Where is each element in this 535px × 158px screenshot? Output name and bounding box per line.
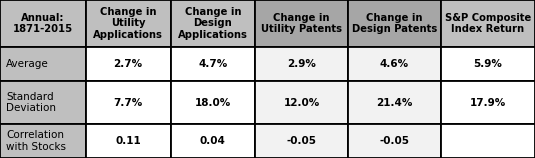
Text: 2.9%: 2.9% [287,59,316,69]
Bar [171,124,255,158]
Bar [86,0,171,47]
Bar [171,0,255,47]
Bar [255,47,348,81]
Bar [255,124,348,158]
Bar [86,47,171,81]
Bar [348,124,441,158]
Text: Change in
Utility
Applications: Change in Utility Applications [93,7,163,40]
Text: Average: Average [6,59,49,69]
Text: 18.0%: 18.0% [195,98,231,108]
Text: Change in
Design Patents: Change in Design Patents [351,12,437,34]
Text: Standard
Deviation: Standard Deviation [6,92,56,113]
Text: 4.7%: 4.7% [198,59,227,69]
Bar [441,81,535,124]
Text: -0.05: -0.05 [287,136,317,146]
Text: Annual:
1871-2015: Annual: 1871-2015 [13,12,73,34]
Text: -0.05: -0.05 [379,136,409,146]
Bar [171,47,255,81]
Bar [348,81,441,124]
Text: S&P Composite
Index Return: S&P Composite Index Return [445,12,531,34]
Text: 21.4%: 21.4% [376,98,412,108]
Bar [86,81,171,124]
Text: 7.7%: 7.7% [113,98,143,108]
Bar [171,81,255,124]
Text: Correlation
with Stocks: Correlation with Stocks [6,130,66,152]
Text: 5.9%: 5.9% [473,59,502,69]
Bar [255,0,348,47]
Text: Change in
Design
Applications: Change in Design Applications [178,7,248,40]
Bar [441,0,535,47]
Bar [441,124,535,158]
Bar [348,47,441,81]
Bar [441,47,535,81]
Bar [0,124,86,158]
Bar [0,47,86,81]
Bar [0,0,86,47]
Text: 0.04: 0.04 [200,136,226,146]
Text: Change in
Utility Patents: Change in Utility Patents [261,12,342,34]
Bar [348,0,441,47]
Text: 0.11: 0.11 [116,136,141,146]
Text: 4.6%: 4.6% [380,59,409,69]
Text: 2.7%: 2.7% [113,59,143,69]
Bar [255,81,348,124]
Text: 12.0%: 12.0% [284,98,320,108]
Bar [0,81,86,124]
Bar [86,124,171,158]
Text: 17.9%: 17.9% [470,98,506,108]
